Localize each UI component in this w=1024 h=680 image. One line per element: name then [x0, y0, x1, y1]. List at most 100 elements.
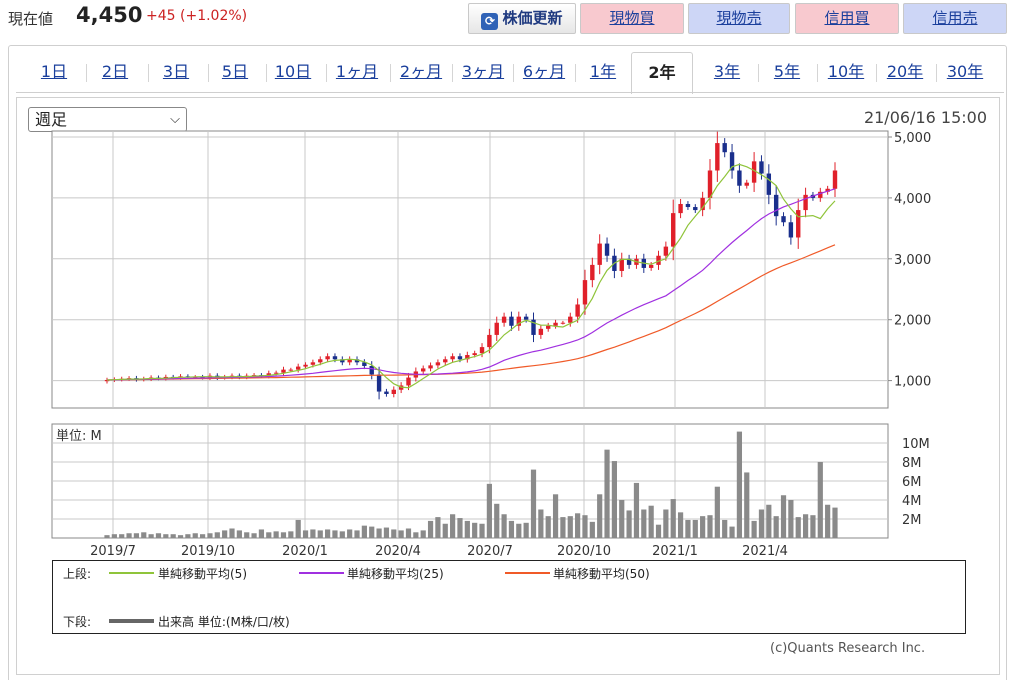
volume-bar: [302, 530, 309, 538]
tab-7[interactable]: 2ヶ月: [399, 62, 443, 81]
margin-sell-button[interactable]: 信用売: [903, 3, 1007, 34]
tab-8[interactable]: 3ヶ月: [461, 62, 505, 81]
tab-15[interactable]: 20年: [886, 62, 924, 81]
tab-3[interactable]: 3日: [162, 62, 190, 81]
volume-bar: [214, 532, 220, 538]
tab-separator: [266, 64, 267, 82]
cash-buy-button[interactable]: 現物買: [580, 3, 684, 34]
tab-12[interactable]: 3年: [713, 62, 741, 81]
candle-body: [501, 316, 507, 323]
volume-bar: [758, 509, 765, 538]
candle-body: [340, 359, 345, 363]
tab-9[interactable]: 6ヶ月: [522, 62, 566, 81]
candle-body: [796, 210, 801, 238]
candle-body: [803, 194, 808, 211]
cash-sell-button[interactable]: 現物売: [688, 3, 790, 34]
tab-separator: [936, 64, 937, 82]
tab-2[interactable]: 2日: [101, 62, 129, 81]
volume-bar: [685, 519, 691, 538]
volume-bar: [655, 524, 662, 538]
candle-body: [472, 353, 477, 356]
legend-ma50-swatch: [505, 572, 550, 574]
volume-bar: [383, 527, 390, 538]
volume-bar: [472, 522, 478, 538]
volume-bar: [567, 516, 573, 538]
x-tick-label: 2020/1: [282, 544, 328, 559]
tab-16[interactable]: 30年: [946, 62, 984, 81]
tab-11[interactable]: 2年: [631, 52, 693, 94]
candle-body: [700, 197, 705, 211]
tab-separator: [513, 64, 514, 82]
candle-body: [759, 161, 764, 174]
margin-buy-button[interactable]: 信用買: [795, 3, 899, 34]
volume-bar: [141, 532, 147, 538]
volume-bar: [795, 517, 801, 538]
candle-body: [553, 322, 558, 326]
tab-4[interactable]: 5日: [221, 62, 249, 81]
volume-y-tick-label: 10M: [902, 437, 930, 452]
candle-body: [494, 322, 499, 335]
volume-bar: [494, 503, 500, 538]
legend-volume: 出来高 単位:(M株/口/枚): [158, 615, 290, 629]
volume-bar: [266, 532, 272, 538]
tab-13[interactable]: 5年: [773, 62, 801, 81]
refresh-icon: ⟳: [481, 13, 499, 30]
candle-body: [310, 362, 316, 365]
tab-14[interactable]: 10年: [827, 62, 865, 81]
volume-bar: [817, 462, 823, 538]
price-y-tick-label: 4,000: [894, 192, 931, 207]
volume-bar: [575, 513, 581, 538]
current-price-value: 4,450: [76, 3, 143, 27]
tab-separator: [208, 64, 209, 82]
candle-body: [604, 243, 610, 256]
tab-10[interactable]: 1年: [589, 62, 617, 81]
volume-bar: [236, 530, 242, 538]
volume-bar: [398, 530, 404, 538]
volume-bar: [619, 500, 625, 538]
volume-bar: [280, 532, 287, 538]
volume-bar: [185, 534, 191, 538]
x-tick-label: 2021/1: [652, 544, 698, 559]
candle-body: [671, 213, 676, 247]
volume-y-tick-label: 6M: [902, 475, 922, 490]
candle-body: [104, 379, 110, 382]
price-y-tick-label: 5,000: [894, 131, 931, 146]
volume-bar: [486, 483, 492, 538]
tab-separator: [86, 64, 87, 82]
price-y-tick-label: 3,000: [894, 253, 931, 268]
tab-6[interactable]: 1ヶ月: [335, 62, 379, 81]
volume-bar: [369, 526, 375, 538]
update-price-button[interactable]: ⟳ 株価更新: [468, 3, 576, 34]
legend-lower-label: 下段:: [63, 615, 92, 629]
volume-bar: [192, 533, 198, 538]
volume-bar: [788, 500, 794, 538]
legend-ma25: 単純移動平均(25): [347, 567, 444, 581]
volume-bar: [766, 504, 772, 538]
tab-1[interactable]: 1日: [40, 62, 68, 81]
volume-bar: [354, 530, 360, 538]
volume-bar: [530, 469, 537, 538]
volume-bar: [111, 534, 117, 538]
candle-body: [685, 203, 691, 208]
candle-body: [318, 359, 323, 363]
price-y-tick-label: 2,000: [894, 314, 931, 329]
candle-body: [457, 356, 463, 360]
volume-bar: [339, 531, 345, 538]
volume-bar: [633, 482, 640, 538]
ma5-line: [106, 163, 836, 389]
candle-body: [832, 170, 838, 189]
volume-y-tick-label: 2M: [902, 513, 922, 528]
legend-ma5: 単純移動平均(5): [158, 567, 247, 581]
candle-body: [707, 170, 713, 198]
tab-5[interactable]: 10日: [274, 62, 312, 81]
volume-bar: [597, 494, 603, 538]
legend-ma25-swatch: [299, 572, 344, 574]
volume-bar: [560, 517, 566, 538]
candle-body: [281, 369, 286, 373]
volume-bar: [538, 509, 544, 538]
candle-body: [325, 356, 330, 360]
candle-body: [435, 362, 441, 366]
current-price-label: 現在値: [8, 10, 54, 28]
candle-body: [266, 373, 271, 376]
x-tick-label: 2020/7: [467, 544, 513, 559]
